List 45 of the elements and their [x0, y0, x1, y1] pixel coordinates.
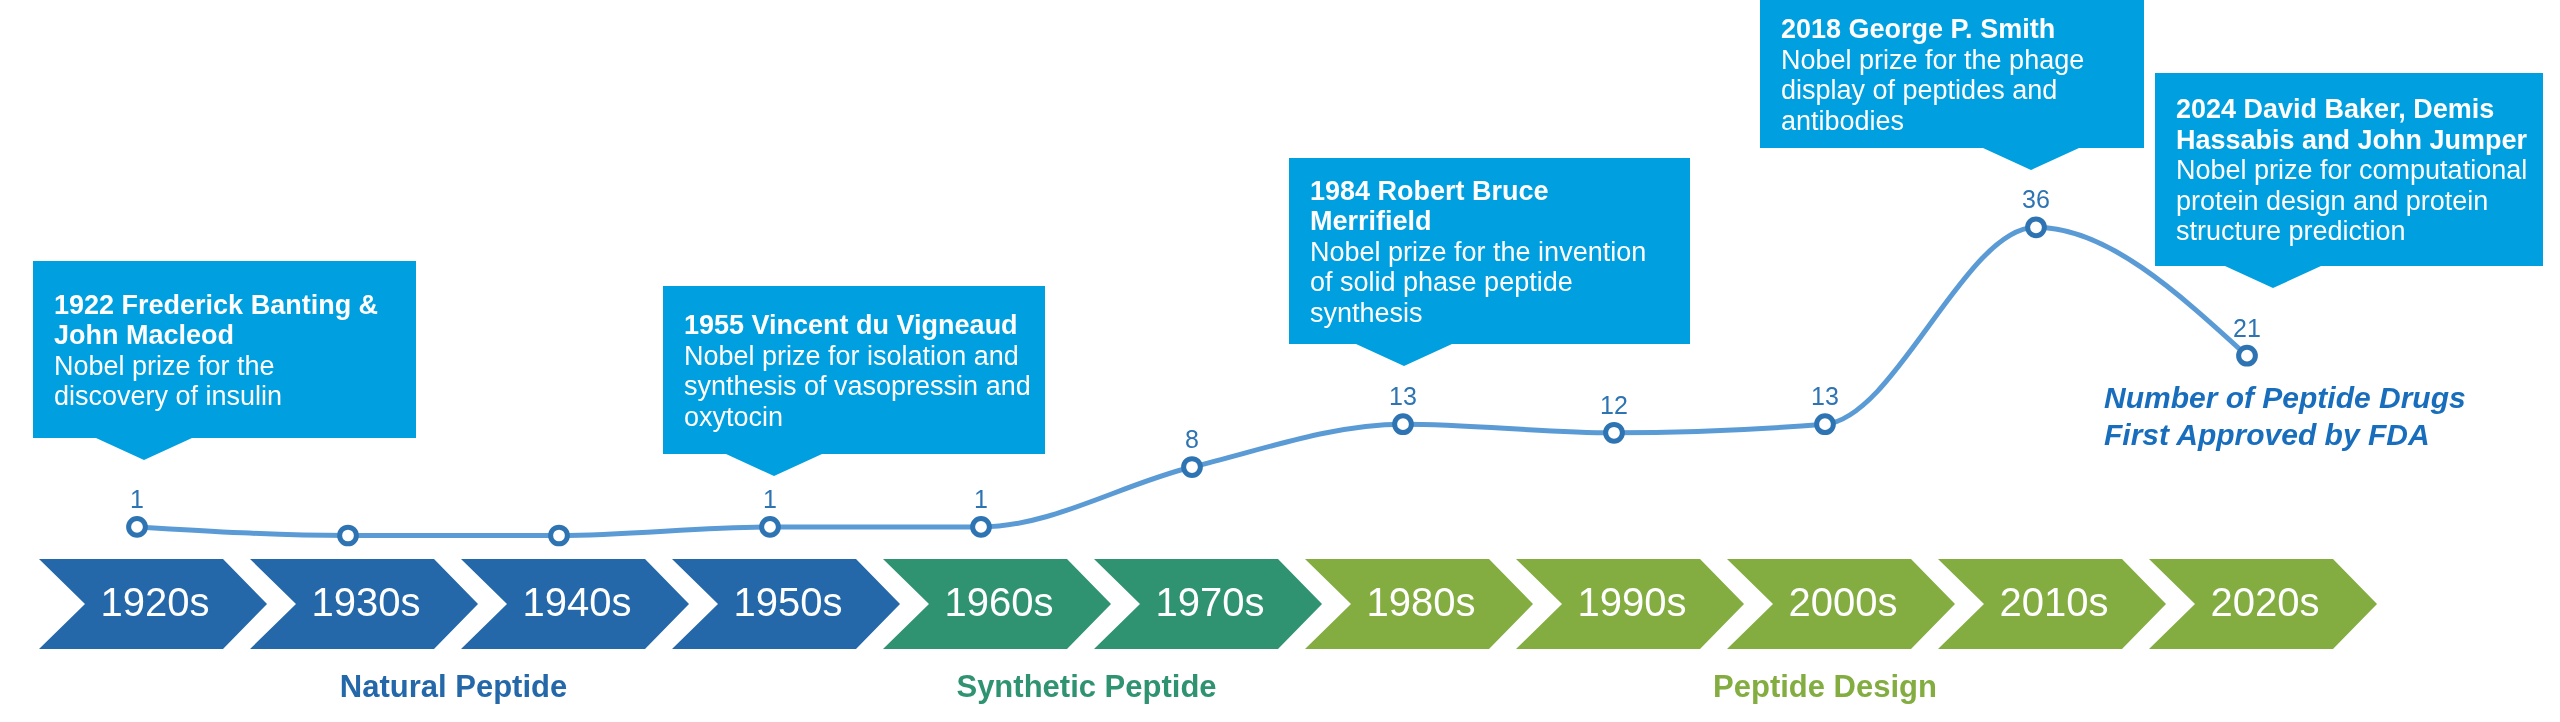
- point: [1392, 413, 1414, 436]
- annotation: Nobel prize for isolation and synthesis of vasopressin and oxytocin: [684, 340, 1031, 432]
- data-label: 36: [2022, 185, 2050, 214]
- x-tick-label: 2000s: [1788, 580, 1898, 624]
- text: Number of Peptide Drugs First Approved by FDA: [2104, 380, 2466, 451]
- data-label: 1: [763, 484, 777, 513]
- x-tick-label: 1990s: [1577, 580, 1687, 624]
- annotation: 1955 Vincent du Vigneaud: [684, 310, 1018, 341]
- text: 2018 George P. Smith: [1781, 14, 2056, 45]
- annotation: 1984 Robert Bruce Merrifield: [1310, 175, 1549, 237]
- text: Nobel prize for the phage display of peptides and antibodies: [1781, 44, 2085, 136]
- text: Natural Peptide: [339, 669, 568, 704]
- point: [1181, 456, 1203, 478]
- annotation: Nobel prize for computational protein design and protein structure prediction: [2176, 155, 2528, 247]
- annotation: Nobel prize for the discovery of insulin: [54, 350, 283, 412]
- annotation: Nobel prize for the invention of solid phase peptide synthesis: [1310, 236, 1647, 328]
- point: [126, 516, 148, 538]
- x-tick-label: 1950s: [733, 580, 843, 624]
- data-label: 12: [1600, 390, 1628, 419]
- point: [2025, 216, 2047, 239]
- point: [337, 524, 359, 547]
- x-tick-label: 2020s: [2210, 580, 2320, 624]
- text: Synthetic Peptide: [956, 669, 1217, 704]
- data-label: 21: [2233, 313, 2261, 342]
- x-tick-label: 1940s: [522, 580, 632, 624]
- x-tick-label: 1930s: [311, 580, 421, 624]
- point: [1814, 413, 1836, 436]
- text: Peptide Design: [1713, 669, 1937, 704]
- x-tick-label: 2010s: [1999, 580, 2109, 624]
- data-label: 1: [130, 484, 144, 513]
- data-label: 13: [1389, 382, 1417, 411]
- x-tick-label: 1960s: [944, 580, 1054, 624]
- data-label: 1: [974, 484, 988, 513]
- point: [759, 516, 781, 538]
- x-tick-label: 1920s: [100, 580, 210, 624]
- point: [2236, 344, 2258, 367]
- annotation: 1922 Frederick Banting & John Macleod: [54, 289, 379, 351]
- point: [970, 516, 992, 538]
- data-label: 8: [1185, 425, 1199, 454]
- text: 2024 David Baker, Demis Hassabis and John Jumper: [2176, 94, 2528, 155]
- point: [1603, 421, 1625, 444]
- x-tick-label: 1980s: [1366, 580, 1476, 624]
- data-label: 13: [1811, 382, 1839, 411]
- point: [548, 524, 570, 547]
- x-tick-label: 1970s: [1155, 580, 1265, 624]
